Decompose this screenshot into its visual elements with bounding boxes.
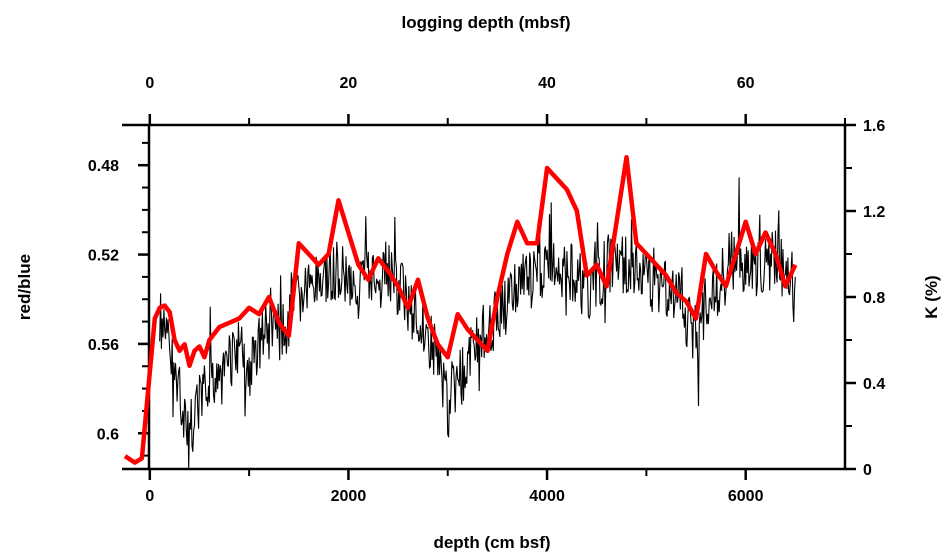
left-tick-label: 0.48 xyxy=(88,158,119,175)
top-tick-label: 20 xyxy=(340,75,358,92)
bottom-tick-label: 0 xyxy=(145,488,154,505)
red-blue-series-line xyxy=(159,177,796,469)
right-tick-label: 0 xyxy=(863,462,872,479)
right-tick-label: 0.8 xyxy=(863,290,885,307)
top-axis-title: logging depth (mbsf) xyxy=(401,13,570,32)
bottom-tick-label: 2000 xyxy=(331,488,367,505)
right-tick-label: 0.4 xyxy=(863,376,885,393)
bottom-tick-label: 4000 xyxy=(529,488,565,505)
left-tick-label: 0.56 xyxy=(88,337,119,354)
right-tick-label: 1.6 xyxy=(863,118,885,135)
right-axis-title: K (%) xyxy=(922,275,941,318)
top-tick-label: 40 xyxy=(538,75,556,92)
bottom-tick-label: 6000 xyxy=(728,488,764,505)
bottom-axis-title: depth (cm bsf) xyxy=(433,533,550,552)
right-tick-label: 1.2 xyxy=(863,204,885,221)
left-tick-label: 0.6 xyxy=(97,426,119,443)
top-tick-label: 60 xyxy=(737,75,755,92)
potassium-series-line xyxy=(123,155,798,465)
left-axis-title: red/blue xyxy=(15,254,34,320)
left-tick-label: 0.52 xyxy=(88,248,119,265)
top-tick-label: 0 xyxy=(145,75,154,92)
